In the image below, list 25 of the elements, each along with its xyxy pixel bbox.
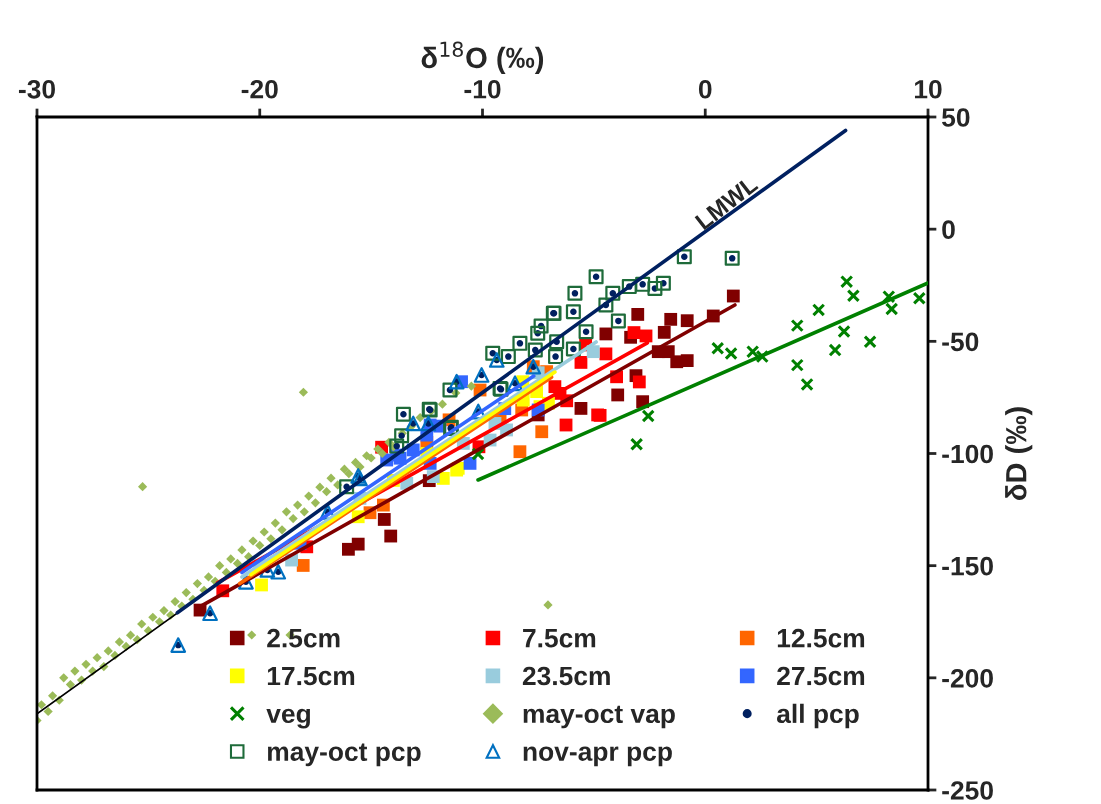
legend-label: 17.5cm [267,666,355,686]
legend-label: veg [266,708,310,729]
y-axis-title: δD (‰) [1005,407,1033,500]
legend-label: 7.5cm [523,629,596,648]
y-tick-label: -100 [942,444,993,464]
x-tick-label: 10 [914,79,942,99]
y-tick-label: -50 [942,332,979,352]
x-tick-label: -20 [241,79,278,99]
y-tick-label: -250 [942,781,993,800]
legend-label: 2.5cm [267,628,340,648]
legend-label: all pcp [776,703,859,729]
legend-label: 27.5cm [777,666,865,686]
legend-label: nov-apr pcp [523,746,672,767]
x-tick-label: -10 [464,79,501,99]
legend-label: 12.5cm [777,628,865,648]
x-axis-title: δ$^{18}$O (‰) [421,41,544,74]
x-tick-label: 0 [698,79,712,99]
y-tick-label: 50 [942,108,970,127]
y-tick-label: -200 [942,668,993,688]
y-tick-label: -150 [942,556,993,576]
legend-label: 23.5cm [522,666,610,686]
x-tick-label: -30 [18,79,55,99]
y-tick-label: 0 [942,220,955,239]
legend-label: may-oct vap [523,705,675,729]
legend-label: may-oct pcp [267,743,421,767]
